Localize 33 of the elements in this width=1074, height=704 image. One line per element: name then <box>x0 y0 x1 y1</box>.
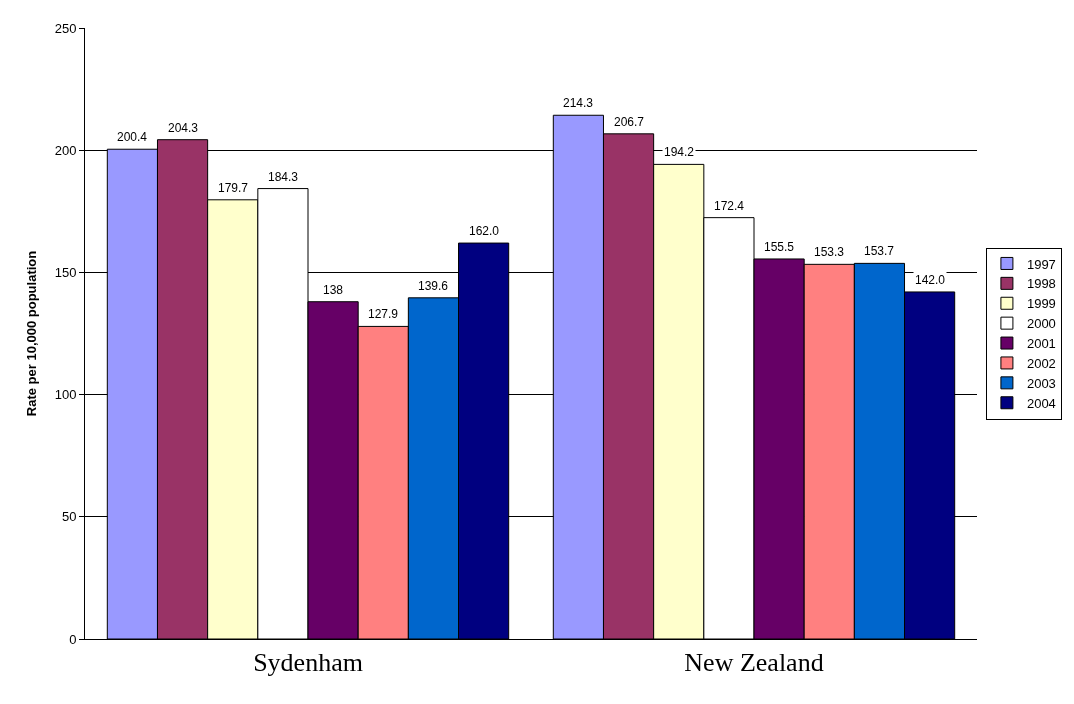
data-label: 138 <box>323 283 344 297</box>
data-label: 214.3 <box>563 96 594 110</box>
data-label: 142.0 <box>915 273 946 287</box>
y-axis-title: Rate per 10,000 population <box>23 250 39 417</box>
y-tick-label: 50 <box>61 509 77 525</box>
data-label: 194.2 <box>664 145 695 159</box>
legend-label: 1997 <box>1026 256 1056 272</box>
data-label: 153.3 <box>814 245 845 259</box>
legend-label: 2004 <box>1026 395 1056 411</box>
y-tick-label: 100 <box>54 387 77 403</box>
y-tick-label: 0 <box>69 631 77 647</box>
legend-label: 2002 <box>1026 356 1056 372</box>
legend-label: 2001 <box>1026 336 1056 352</box>
data-label: 139.6 <box>418 279 449 293</box>
y-tick-label: 200 <box>54 142 77 158</box>
data-label: 204.3 <box>168 121 199 135</box>
legend-label: 1999 <box>1026 296 1056 312</box>
y-tick-label: 250 <box>54 20 77 36</box>
data-label: 162.0 <box>469 224 500 238</box>
y-tick-label: 150 <box>54 264 77 280</box>
data-label: 127.9 <box>368 307 399 321</box>
data-label: 155.5 <box>764 240 795 254</box>
data-label: 179.7 <box>218 181 249 195</box>
data-label: 172.4 <box>714 199 745 213</box>
legend-label: 2000 <box>1026 316 1056 332</box>
data-label: 153.7 <box>864 244 895 258</box>
legend-label: 2003 <box>1026 375 1056 391</box>
data-label: 206.7 <box>614 115 645 129</box>
legend-label: 1998 <box>1026 276 1056 292</box>
x-tick-label: Sydenham <box>253 648 363 678</box>
data-label: 184.3 <box>268 170 299 184</box>
data-label: 200.4 <box>117 130 148 144</box>
x-tick-label: New Zealand <box>684 648 824 678</box>
